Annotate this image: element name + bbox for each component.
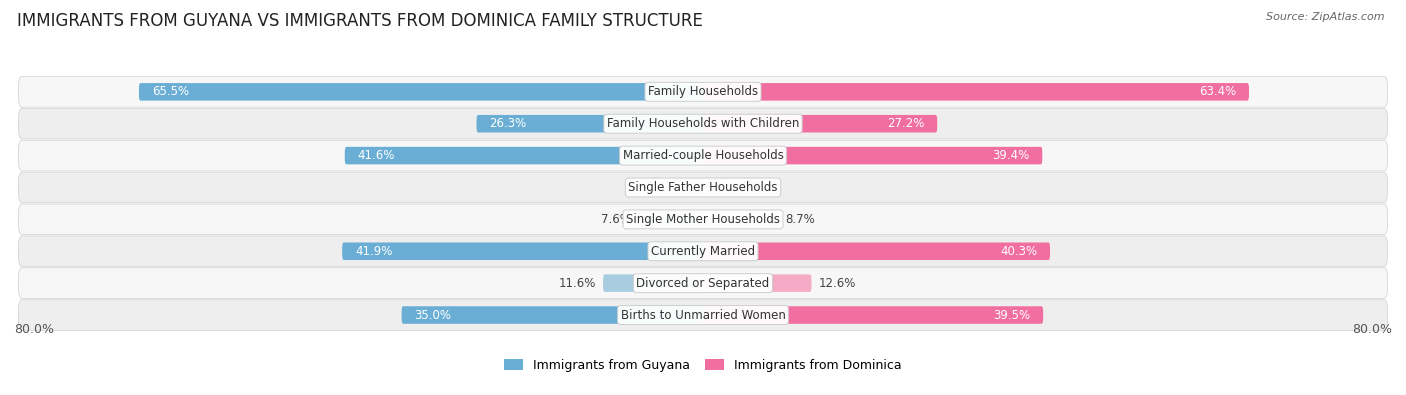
Text: 11.6%: 11.6%: [558, 276, 596, 290]
FancyBboxPatch shape: [703, 275, 811, 292]
Text: 41.9%: 41.9%: [356, 245, 392, 258]
Text: 2.1%: 2.1%: [648, 181, 678, 194]
FancyBboxPatch shape: [637, 211, 703, 228]
FancyBboxPatch shape: [344, 147, 703, 164]
Text: 80.0%: 80.0%: [1353, 323, 1392, 336]
Text: 65.5%: 65.5%: [152, 85, 188, 98]
Text: Divorced or Separated: Divorced or Separated: [637, 276, 769, 290]
Text: Family Households with Children: Family Households with Children: [607, 117, 799, 130]
Text: 63.4%: 63.4%: [1199, 85, 1236, 98]
Text: Births to Unmarried Women: Births to Unmarried Women: [620, 308, 786, 322]
Text: 7.6%: 7.6%: [600, 213, 631, 226]
Text: 39.5%: 39.5%: [993, 308, 1031, 322]
Legend: Immigrants from Guyana, Immigrants from Dominica: Immigrants from Guyana, Immigrants from …: [499, 354, 907, 377]
Text: 41.6%: 41.6%: [357, 149, 395, 162]
Text: Source: ZipAtlas.com: Source: ZipAtlas.com: [1267, 12, 1385, 22]
FancyBboxPatch shape: [18, 204, 1388, 235]
FancyBboxPatch shape: [18, 172, 1388, 203]
Text: 35.0%: 35.0%: [415, 308, 451, 322]
FancyBboxPatch shape: [703, 306, 1043, 324]
FancyBboxPatch shape: [18, 300, 1388, 330]
Text: 8.7%: 8.7%: [785, 213, 814, 226]
Text: 27.2%: 27.2%: [887, 117, 924, 130]
FancyBboxPatch shape: [18, 236, 1388, 267]
FancyBboxPatch shape: [703, 179, 724, 196]
Text: 26.3%: 26.3%: [489, 117, 527, 130]
Text: 39.4%: 39.4%: [993, 149, 1029, 162]
FancyBboxPatch shape: [703, 147, 1042, 164]
Text: 40.3%: 40.3%: [1000, 245, 1038, 258]
FancyBboxPatch shape: [18, 108, 1388, 139]
Text: Family Households: Family Households: [648, 85, 758, 98]
FancyBboxPatch shape: [402, 306, 703, 324]
Text: 80.0%: 80.0%: [14, 323, 53, 336]
FancyBboxPatch shape: [703, 83, 1249, 101]
Text: Married-couple Households: Married-couple Households: [623, 149, 783, 162]
FancyBboxPatch shape: [139, 83, 703, 101]
Text: Single Father Households: Single Father Households: [628, 181, 778, 194]
FancyBboxPatch shape: [18, 268, 1388, 299]
FancyBboxPatch shape: [703, 243, 1050, 260]
FancyBboxPatch shape: [477, 115, 703, 132]
Text: Currently Married: Currently Married: [651, 245, 755, 258]
Text: 2.5%: 2.5%: [731, 181, 761, 194]
FancyBboxPatch shape: [18, 77, 1388, 107]
Text: 12.6%: 12.6%: [818, 276, 856, 290]
FancyBboxPatch shape: [603, 275, 703, 292]
FancyBboxPatch shape: [685, 179, 703, 196]
FancyBboxPatch shape: [342, 243, 703, 260]
FancyBboxPatch shape: [703, 115, 938, 132]
FancyBboxPatch shape: [703, 211, 778, 228]
Text: IMMIGRANTS FROM GUYANA VS IMMIGRANTS FROM DOMINICA FAMILY STRUCTURE: IMMIGRANTS FROM GUYANA VS IMMIGRANTS FRO…: [17, 12, 703, 30]
Text: Single Mother Households: Single Mother Households: [626, 213, 780, 226]
FancyBboxPatch shape: [18, 140, 1388, 171]
